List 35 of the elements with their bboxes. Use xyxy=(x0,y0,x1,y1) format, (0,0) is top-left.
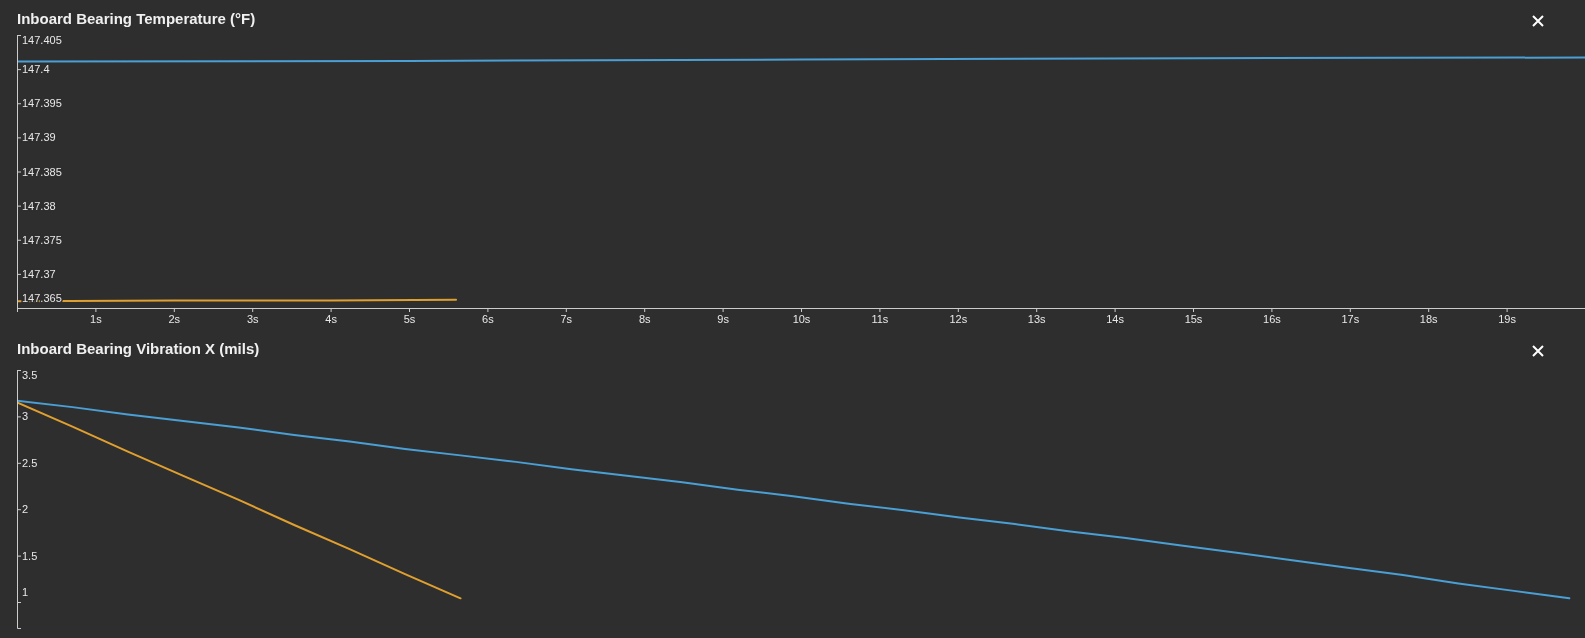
y-tick-label: 1.5 xyxy=(22,549,38,562)
x-tick-label: 15s xyxy=(1184,312,1203,325)
x-tick-label: 14s xyxy=(1106,312,1125,325)
y-tick-label: 147.38 xyxy=(22,199,56,212)
chart-title: Inboard Bearing Temperature (°F) xyxy=(17,10,256,27)
x-tick-label: 2s xyxy=(168,312,181,325)
x-tick-label: 1s xyxy=(90,312,103,325)
x-tick-label: 19s xyxy=(1498,312,1517,325)
y-tick-label: 147.39 xyxy=(22,131,56,144)
chart-title: Inboard Bearing Vibration X (mils) xyxy=(17,340,260,357)
x-tick-label: 6s xyxy=(482,312,495,325)
y-tick-label: 3.5 xyxy=(22,368,38,381)
x-tick-label: 8s xyxy=(638,312,652,325)
x-tick-label: 5s xyxy=(403,312,416,325)
y-tick-label: 147.405 xyxy=(22,33,62,46)
x-tick-label: 16s xyxy=(1263,312,1282,325)
y-tick-label: 2 xyxy=(22,503,29,516)
y-tick-label: 147.37 xyxy=(22,267,56,280)
x-tick-label: 4s xyxy=(325,312,338,325)
x-tick-label: 9s xyxy=(717,312,730,325)
y-tick-label: 147.385 xyxy=(22,165,62,178)
x-tick-label: 13s xyxy=(1027,312,1047,325)
y-tick-label: 2.5 xyxy=(22,456,38,469)
x-tick-label: 12s xyxy=(949,312,968,325)
x-tick-label: 17s xyxy=(1341,312,1360,325)
x-tick-label: 18s xyxy=(1419,312,1439,325)
x-tick-label: 3s xyxy=(246,312,260,325)
x-tick-label: 11s xyxy=(871,312,889,325)
y-tick-label: 147.4 xyxy=(22,63,50,76)
y-tick-label: 1 xyxy=(22,586,29,599)
x-tick-label: 7s xyxy=(560,312,573,325)
x-tick-label: 10s xyxy=(792,312,811,325)
y-tick-label: 147.375 xyxy=(22,233,62,246)
y-tick-label: 147.395 xyxy=(22,97,62,110)
y-tick-label: 3 xyxy=(22,410,29,423)
